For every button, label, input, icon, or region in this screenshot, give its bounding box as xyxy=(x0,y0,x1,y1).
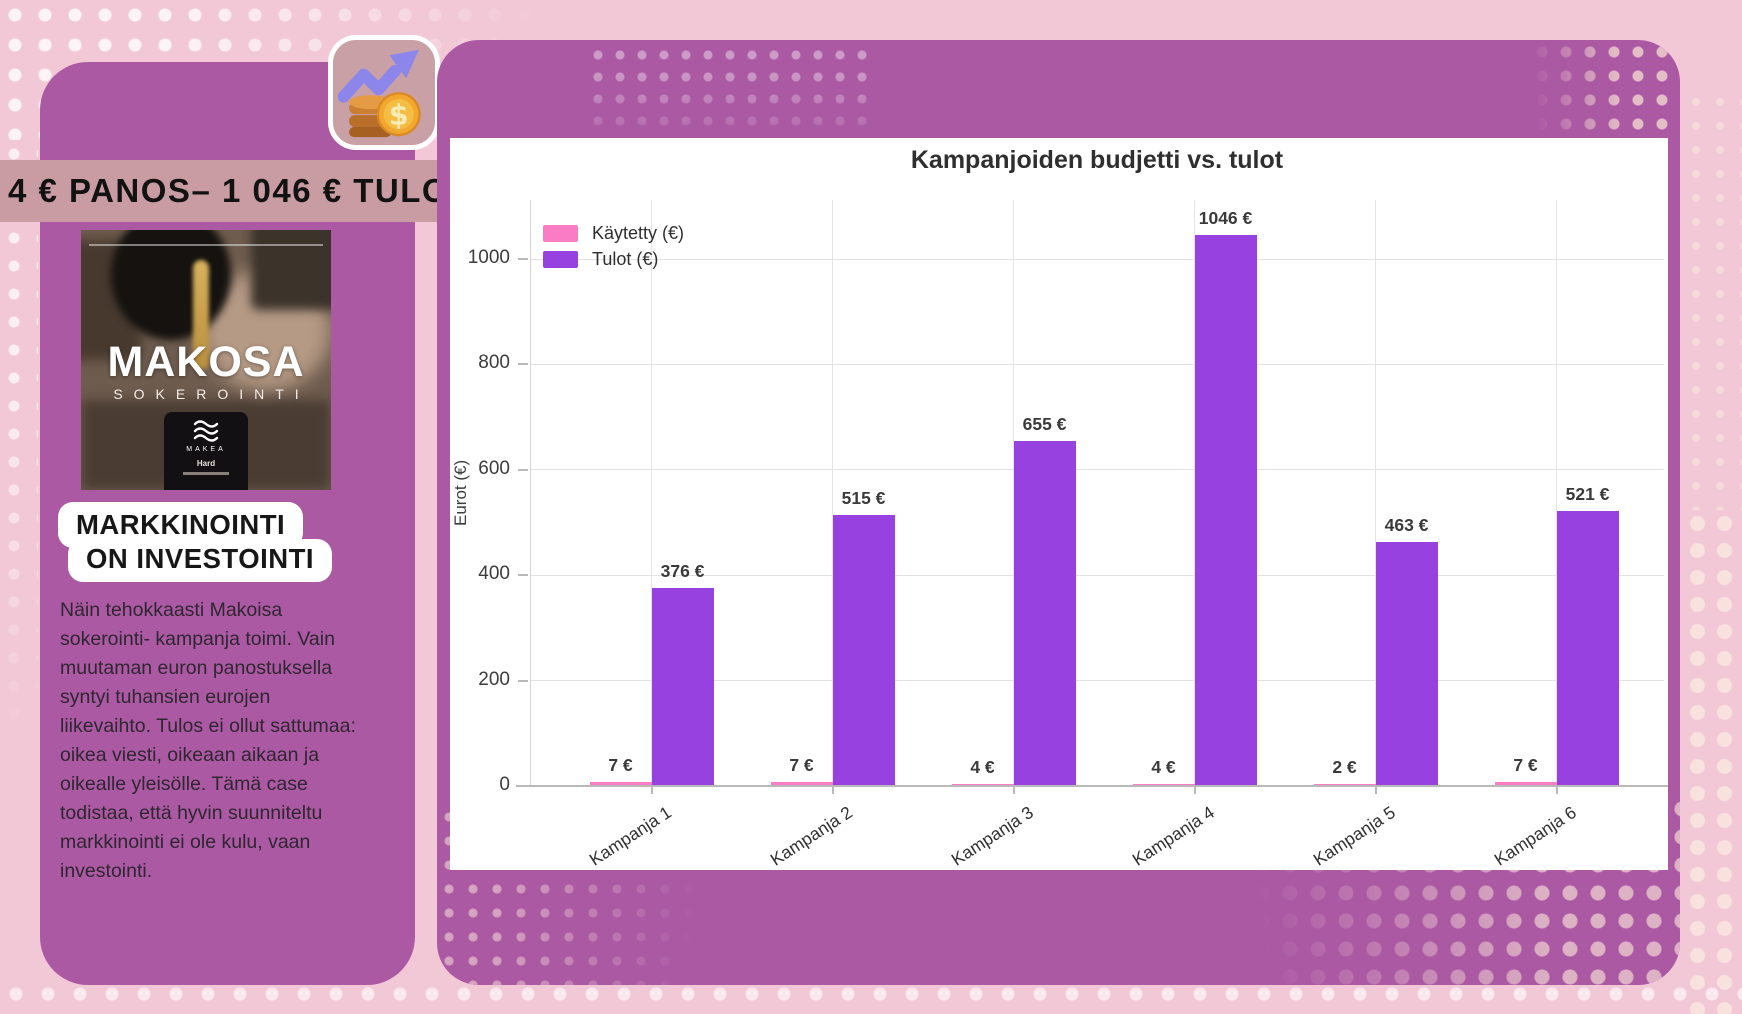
legend-swatch-1 xyxy=(543,224,578,242)
y-axis-title: Eurot (€) xyxy=(451,459,470,527)
y-tick-label-200: 200 xyxy=(478,668,510,690)
bar-revenue-3 xyxy=(1013,440,1076,786)
chart-legend: Käytetty (€) Tulot (€) xyxy=(543,220,684,272)
chart-title: Kampanjoiden budjetti vs. tulot xyxy=(910,146,1284,174)
bar-revenue-1 xyxy=(651,587,714,786)
chart-panel: Kampanjoiden budjetti vs. tulot Eurot (€… xyxy=(437,40,1680,985)
legend-row-1: Käytetty (€) xyxy=(543,220,684,246)
x-category-label-2: Kampanja 2 xyxy=(766,802,856,870)
product-bottle: MAKEA Hard xyxy=(164,412,248,490)
bar-value-label-revenue-3: 655 € xyxy=(1022,413,1067,434)
y-tick-mark-600 xyxy=(518,468,528,471)
y-tick-label-0: 0 xyxy=(499,774,510,795)
chart-card: Kampanjoiden budjetti vs. tulot Eurot (€… xyxy=(450,138,1668,870)
bar-value-label-spent-6: 7 € xyxy=(1513,755,1538,776)
bar-value-label-revenue-6: 521 € xyxy=(1565,484,1610,505)
x-category-label-6: Kampanja 6 xyxy=(1490,802,1580,870)
x-category-label-5: Kampanja 5 xyxy=(1309,802,1399,870)
bar-spent-6 xyxy=(1494,782,1557,786)
x-tick-mark-1 xyxy=(650,786,653,794)
heading-line-1: MARKKINOINTI xyxy=(58,502,304,548)
y-tick-label-800: 800 xyxy=(478,352,510,374)
trend-up-coins-glyph: $ xyxy=(338,49,421,137)
y-tick-mark-400 xyxy=(518,574,528,577)
gridline-h-200 xyxy=(530,680,1664,682)
product-brand-text: MAKOSA xyxy=(107,338,305,386)
x-tick-mark-4 xyxy=(1193,786,1196,794)
bar-value-label-spent-4: 4 € xyxy=(1151,756,1176,777)
gridline-h-600 xyxy=(530,469,1664,471)
bar-value-label-revenue-4: 1046 € xyxy=(1198,207,1253,228)
y-tick-label-600: 600 xyxy=(478,457,510,479)
x-tick-mark-5 xyxy=(1374,786,1377,794)
x-category-label-3: Kampanja 3 xyxy=(947,802,1037,870)
headline-text: 4 € PANOS– 1 046 € TULOS. xyxy=(8,172,484,209)
halftone-dots-left-edge xyxy=(0,140,38,740)
photo-frame-line xyxy=(89,244,323,246)
heading-line-2: ON INVESTOINTI xyxy=(68,539,333,582)
bar-spent-1 xyxy=(589,782,652,786)
bottle-logo-text: MAKEA xyxy=(186,446,226,453)
bar-value-label-revenue-2: 515 € xyxy=(841,487,886,508)
gridline-v-5 xyxy=(1375,200,1376,786)
bar-value-label-spent-1: 7 € xyxy=(608,755,633,776)
gridline-h-1000 xyxy=(530,258,1664,260)
gridline-v-2 xyxy=(832,200,833,786)
product-image: MAKEA Hard MAKOSA SOKEROINTI xyxy=(81,230,331,490)
y-axis-spine xyxy=(530,200,531,786)
y-tick-label-1000: 1000 xyxy=(467,247,510,269)
bar-value-label-revenue-1: 376 € xyxy=(660,560,705,581)
wave-logo-icon xyxy=(193,420,219,442)
y-tick-mark-200 xyxy=(518,679,528,682)
product-subtitle-text: SOKEROINTI xyxy=(113,386,310,402)
x-category-label-1: Kampanja 1 xyxy=(585,802,675,870)
x-axis-line xyxy=(516,785,1668,787)
gridline-h-400 xyxy=(530,574,1664,576)
bar-spent-3 xyxy=(951,783,1014,786)
svg-text:$: $ xyxy=(389,98,409,131)
bottle-caption-line xyxy=(183,472,229,475)
halftone-dots-right-lower xyxy=(1684,510,1742,1014)
y-tick-mark-1000 xyxy=(518,258,528,261)
heading-bubble: MARKKINOINTI ON INVESTOINTI xyxy=(58,502,333,582)
photo-glove-blur xyxy=(111,230,231,340)
bar-value-label-spent-2: 7 € xyxy=(789,755,814,776)
legend-label-1: Käytetty (€) xyxy=(592,222,685,243)
bar-value-label-spent-5: 2 € xyxy=(1332,757,1357,777)
bar-revenue-2 xyxy=(832,514,895,786)
legend-label-2: Tulot (€) xyxy=(592,248,659,269)
panel-dots-top-right xyxy=(1530,40,1680,140)
bar-revenue-4 xyxy=(1194,234,1257,786)
bar-value-label-revenue-5: 463 € xyxy=(1384,515,1429,535)
gridline-v-1 xyxy=(651,200,652,786)
x-category-label-4: Kampanja 4 xyxy=(1128,802,1218,870)
photo-shelf-blur xyxy=(251,230,331,310)
y-tick-label-400: 400 xyxy=(478,563,510,585)
bar-spent-4 xyxy=(1132,783,1195,786)
body-paragraph: Näin tehokkaasti Makoisa sokerointi- kam… xyxy=(60,599,356,882)
photo-paste-drip xyxy=(193,260,209,370)
x-tick-mark-6 xyxy=(1555,786,1558,794)
bar-value-label-spent-3: 4 € xyxy=(970,756,995,777)
bar-spent-2 xyxy=(770,782,833,786)
gridline-h-800 xyxy=(530,363,1664,365)
y-tick-mark-800 xyxy=(518,363,528,366)
legend-swatch-2 xyxy=(543,250,578,268)
halftone-dots-right-upper xyxy=(1684,90,1742,510)
bar-revenue-6 xyxy=(1556,511,1619,786)
bottle-variant-text: Hard xyxy=(196,459,216,468)
growth-coins-icon: $ xyxy=(328,35,440,150)
gridline-v-6 xyxy=(1556,200,1557,786)
legend-row-2: Tulot (€) xyxy=(543,246,684,272)
x-tick-mark-2 xyxy=(831,786,834,794)
bar-revenue-5 xyxy=(1375,542,1438,786)
plot-area: 0 200 400 600 800 1000 7 € 376 € Kampanja 1 7 € 51… xyxy=(468,200,1668,870)
x-tick-mark-3 xyxy=(1012,786,1015,794)
